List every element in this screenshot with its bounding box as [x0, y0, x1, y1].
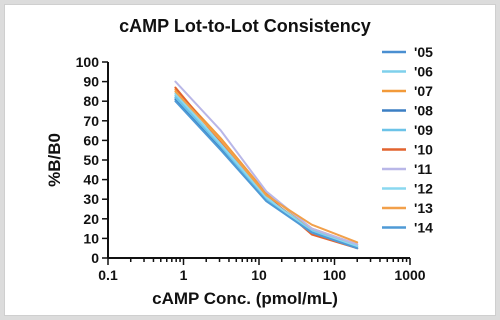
y-tick-label: 80 [83, 93, 99, 109]
y-ticks: 0 10 20 30 40 50 60 70 80 90 100 [76, 54, 108, 266]
legend-label: '06 [414, 64, 433, 80]
series-line [174, 88, 359, 246]
y-tick-label: 50 [83, 152, 99, 168]
y-tick-label: 60 [83, 132, 99, 148]
y-tick-label: 20 [83, 211, 99, 227]
y-tick-label: 40 [83, 172, 99, 188]
legend-label: '10 [414, 142, 433, 158]
legend-label: '09 [414, 122, 433, 138]
x-tick-label: 1000 [394, 267, 425, 283]
x-tick-label: 100 [323, 267, 347, 283]
chart-title: cAMP Lot-to-Lot Consistency [119, 16, 371, 36]
x-ticks: 0.1 1 10 100 1000 [98, 258, 426, 283]
y-tick-label: 90 [83, 74, 99, 90]
x-tick-label: 1 [180, 267, 188, 283]
y-tick-label: 10 [83, 230, 99, 246]
series-line [174, 92, 359, 248]
x-axis-label: cAMP Conc. (pmol/mL) [152, 289, 338, 308]
y-tick-label: 70 [83, 113, 99, 129]
legend-label: '14 [414, 220, 433, 236]
legend-label: '08 [414, 103, 433, 119]
legend-label: '12 [414, 181, 433, 197]
x-tick-label: 10 [251, 267, 267, 283]
y-tick-label: 100 [76, 54, 100, 70]
legend-label: '05 [414, 44, 433, 60]
legend-label: '07 [414, 83, 433, 99]
legend-label: '11 [414, 161, 432, 177]
x-tick-label: 0.1 [98, 267, 118, 283]
legend: '05 '06 '07 '08 '09 '10 '11 '12 '13 '14 [382, 44, 433, 236]
chart-frame [4, 4, 496, 316]
series-group [174, 80, 359, 250]
series-line [174, 100, 359, 250]
y-axis-label: %B/B0 [45, 133, 64, 187]
legend-label: '13 [414, 200, 433, 216]
series-line [174, 90, 359, 244]
y-tick-label: 30 [83, 191, 99, 207]
series-line [174, 80, 359, 246]
y-tick-label: 0 [91, 250, 99, 266]
